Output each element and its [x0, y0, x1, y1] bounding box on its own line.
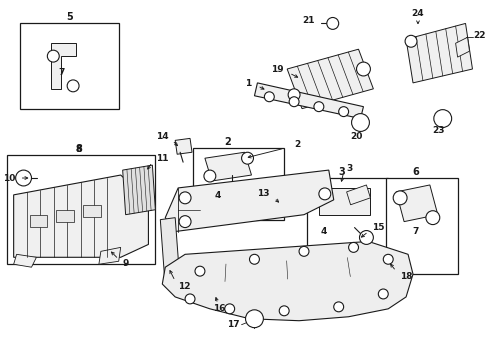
Circle shape: [392, 191, 406, 205]
Circle shape: [287, 89, 300, 101]
Text: 18: 18: [399, 272, 412, 281]
Circle shape: [348, 242, 358, 252]
Polygon shape: [51, 43, 76, 89]
Text: 1: 1: [245, 79, 251, 88]
Text: 2: 2: [224, 138, 231, 147]
Text: 21: 21: [302, 16, 314, 25]
Polygon shape: [395, 185, 437, 222]
Polygon shape: [122, 165, 155, 215]
Circle shape: [185, 294, 195, 304]
Polygon shape: [455, 37, 468, 57]
Text: 20: 20: [349, 132, 362, 141]
Text: 24: 24: [411, 9, 424, 18]
Polygon shape: [254, 83, 363, 118]
Circle shape: [326, 18, 338, 30]
Circle shape: [47, 50, 59, 62]
Bar: [20, 23, 119, 109]
Circle shape: [179, 192, 191, 204]
Text: 15: 15: [372, 223, 384, 232]
Circle shape: [16, 170, 31, 186]
Polygon shape: [175, 138, 192, 154]
Polygon shape: [405, 23, 471, 83]
Circle shape: [179, 216, 191, 228]
Polygon shape: [286, 49, 373, 109]
Polygon shape: [99, 247, 121, 264]
Circle shape: [425, 211, 439, 225]
Circle shape: [195, 266, 204, 276]
Circle shape: [67, 80, 79, 92]
Text: 9: 9: [122, 259, 129, 268]
Circle shape: [404, 35, 416, 47]
Polygon shape: [162, 242, 412, 321]
Bar: [193, 148, 284, 220]
Text: 17: 17: [226, 320, 239, 329]
Circle shape: [351, 114, 368, 131]
Text: 3: 3: [346, 163, 352, 172]
Polygon shape: [14, 254, 37, 267]
Circle shape: [338, 107, 348, 117]
Bar: [56, 210, 74, 222]
Text: 5: 5: [66, 13, 72, 22]
Text: 10: 10: [3, 174, 16, 183]
Text: 8: 8: [76, 144, 82, 154]
Circle shape: [241, 152, 253, 164]
Polygon shape: [14, 175, 148, 257]
Text: 23: 23: [432, 126, 444, 135]
Bar: [7, 155, 155, 264]
Circle shape: [299, 246, 308, 256]
Polygon shape: [346, 185, 369, 205]
Text: 13: 13: [256, 189, 269, 198]
Bar: [83, 205, 101, 217]
Text: 7: 7: [412, 227, 418, 236]
Polygon shape: [160, 218, 180, 287]
Circle shape: [264, 92, 274, 102]
Bar: [386, 178, 457, 274]
Text: 4: 4: [214, 192, 221, 201]
Text: 8: 8: [76, 145, 82, 154]
Text: 11: 11: [156, 154, 168, 163]
Polygon shape: [204, 152, 251, 181]
Circle shape: [433, 110, 451, 127]
Text: 7: 7: [58, 68, 64, 77]
Circle shape: [378, 289, 387, 299]
Polygon shape: [318, 188, 369, 215]
Bar: [306, 178, 387, 251]
Bar: [29, 215, 47, 226]
Text: 14: 14: [155, 132, 168, 141]
Text: 19: 19: [270, 64, 283, 73]
Text: 12: 12: [178, 282, 190, 291]
Text: 16: 16: [213, 304, 225, 313]
Circle shape: [203, 170, 215, 182]
Circle shape: [279, 306, 288, 316]
Circle shape: [313, 102, 323, 112]
Circle shape: [249, 254, 259, 264]
Circle shape: [356, 62, 369, 76]
Text: 2: 2: [293, 140, 300, 149]
Circle shape: [245, 310, 263, 328]
Text: 22: 22: [472, 31, 485, 40]
Text: 6: 6: [412, 167, 419, 177]
Text: 3: 3: [338, 167, 345, 177]
Circle shape: [288, 97, 299, 107]
Circle shape: [224, 304, 234, 314]
Circle shape: [383, 254, 392, 264]
Circle shape: [359, 230, 373, 244]
Polygon shape: [165, 170, 333, 231]
Circle shape: [318, 188, 330, 200]
Text: 4: 4: [320, 227, 326, 236]
Circle shape: [333, 302, 343, 312]
